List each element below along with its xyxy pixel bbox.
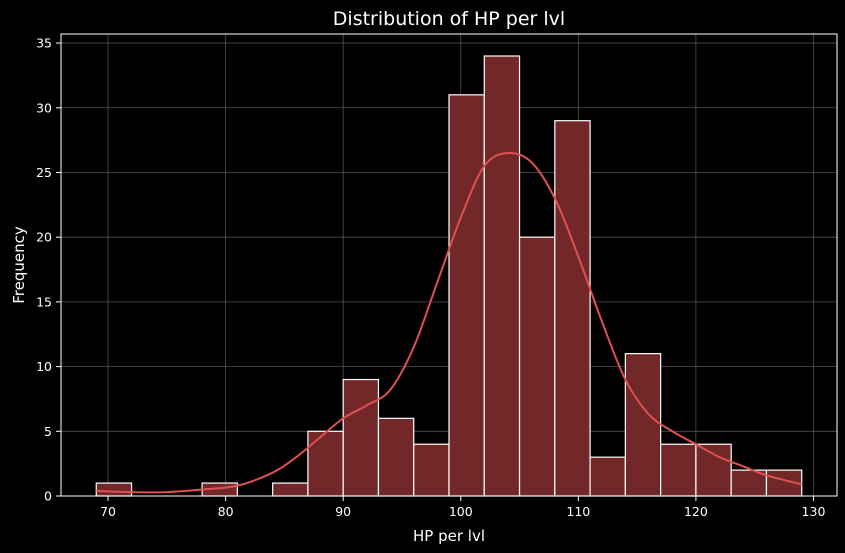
y-tick-label: 30 [36, 100, 52, 115]
y-tick-label: 15 [36, 294, 52, 309]
y-axis-ticks: 0 5 10 15 20 25 30 35 [36, 36, 61, 504]
histogram-bar [589, 456, 626, 497]
histogram-bar [483, 55, 521, 497]
chart-title: Distribution of HP per lvl [333, 8, 565, 30]
x-tick-label: 80 [218, 504, 234, 519]
histogram-bar [695, 443, 732, 497]
histogram-bar [95, 482, 133, 497]
x-tick-label: 120 [684, 504, 708, 519]
histogram-bar [518, 236, 556, 497]
histogram-bar [624, 353, 662, 497]
histogram-bars [95, 55, 803, 497]
y-tick-label: 35 [36, 36, 52, 51]
x-tick-label: 110 [566, 504, 590, 519]
histogram-bar [448, 94, 485, 497]
histogram-bar [660, 443, 697, 497]
histogram-bar [307, 430, 344, 497]
x-axis-ticks: 70 80 90 100 110 120 130 [100, 496, 825, 519]
y-tick-label: 25 [36, 165, 52, 180]
axes-frame [60, 33, 838, 497]
y-tick-label: 10 [36, 359, 52, 374]
histogram-bar [377, 417, 415, 497]
histogram-bar [554, 120, 591, 497]
histogram-bar [730, 469, 768, 497]
x-tick-label: 130 [802, 504, 826, 519]
kde-line [96, 151, 802, 494]
x-tick-label: 100 [449, 504, 473, 519]
histogram-bar [272, 482, 309, 497]
x-tick-label: 70 [100, 504, 116, 519]
y-tick-label: 0 [44, 489, 52, 504]
x-tick-label: 90 [335, 504, 351, 519]
y-tick-label: 20 [36, 230, 52, 245]
x-axis-label: HP per lvl [413, 527, 485, 545]
y-axis-label: Frequency [10, 226, 28, 304]
y-tick-label: 5 [44, 424, 52, 439]
histogram-bar [413, 443, 450, 497]
histogram-bar [342, 378, 380, 497]
